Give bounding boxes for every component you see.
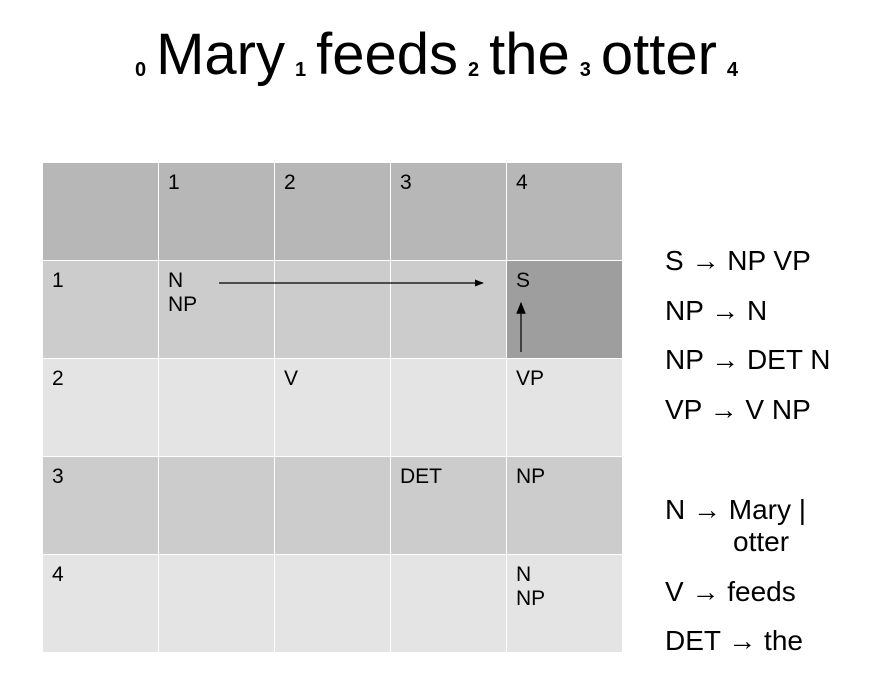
position-index-4: 4 <box>726 59 739 81</box>
word-otter: otter <box>600 22 717 87</box>
lexicon-rule-n: N → Mary | otter <box>665 494 806 558</box>
position-index-3: 3 <box>579 59 591 81</box>
cell-4-1 <box>158 554 275 653</box>
chart-header-row: 1 2 3 4 <box>42 162 623 261</box>
lexicon-rule-v: V → feeds <box>665 576 796 607</box>
cell-2-2: V <box>274 358 391 457</box>
position-index-1: 1 <box>294 59 307 81</box>
word-feeds: feeds <box>316 22 458 87</box>
cell-4-4: N NP <box>506 554 623 653</box>
row-header-2: 2 <box>42 358 159 457</box>
cell-1-2 <box>274 260 391 359</box>
position-index-0: 0 <box>134 59 147 81</box>
cell-3-1 <box>158 456 275 555</box>
cell-4-2 <box>274 554 391 653</box>
rule-s-np-vp: S → NP VP <box>665 245 811 276</box>
col-header-3: 3 <box>390 162 507 261</box>
sentence-title: 0 Mary 1 feeds 2 the 3 otter 4 <box>0 22 873 103</box>
cell-3-4: NP <box>506 456 623 555</box>
chart-row-4: 4 N NP <box>42 554 623 653</box>
cell-4-3 <box>390 554 507 653</box>
chart-row-2: 2 V VP <box>42 358 623 457</box>
col-header-1: 1 <box>158 162 275 261</box>
cell-3-3: DET <box>390 456 507 555</box>
row-header-3: 3 <box>42 456 159 555</box>
word-the: the <box>489 22 570 87</box>
cell-2-4: VP <box>506 358 623 457</box>
row-header-1: 1 <box>42 260 159 359</box>
chart-row-3: 3 DET NP <box>42 456 623 555</box>
cell-1-3 <box>390 260 507 359</box>
rule-vp-v-np: VP → V NP <box>665 394 811 425</box>
cell-3-2 <box>274 456 391 555</box>
rule-np-det-n: NP → DET N <box>665 344 831 375</box>
chart-corner-cell <box>42 162 159 261</box>
position-index-2: 2 <box>467 59 480 81</box>
lexicon-rule-n-line1: N → Mary | <box>665 494 807 525</box>
chart-row-1: 1 N NP S <box>42 260 623 359</box>
lexicon-rule-det: DET → the <box>665 625 803 656</box>
cell-2-3 <box>390 358 507 457</box>
cell-1-4: S <box>506 260 623 359</box>
row-header-4: 4 <box>42 554 159 653</box>
col-header-2: 2 <box>274 162 391 261</box>
cky-chart-table: 1 2 3 4 1 N NP S 2 V VP 3 DET NP 4 N NP <box>42 162 623 653</box>
cell-1-1: N NP <box>158 260 275 359</box>
rule-np-n: NP → N <box>665 295 768 326</box>
col-header-4: 4 <box>506 162 623 261</box>
lexicon-rule-n-line2: otter <box>733 526 790 557</box>
word-mary: Mary <box>156 22 285 87</box>
cell-2-1 <box>158 358 275 457</box>
